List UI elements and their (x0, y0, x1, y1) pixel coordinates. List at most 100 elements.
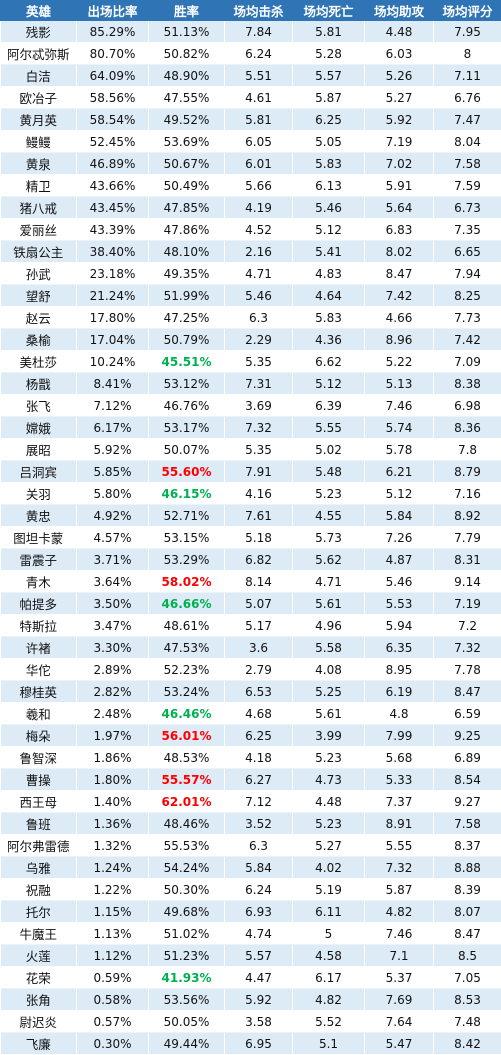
avg-deaths-cell: 6.17 (293, 967, 365, 989)
avg-kills-cell: 4.18 (225, 747, 293, 769)
hero-cell: 爱丽丝 (1, 219, 77, 241)
pick-rate-cell: 43.66% (77, 175, 149, 197)
avg-assists-cell: 5.92 (365, 109, 434, 131)
avg-score-cell: 7.47 (434, 109, 501, 131)
avg-kills-cell: 3.58 (225, 1011, 293, 1033)
avg-assists-cell: 4.48 (365, 21, 434, 43)
avg-score-cell: 7.48 (434, 1011, 501, 1033)
header-avg-score[interactable]: 场均评分 (434, 1, 501, 21)
header-pick-rate[interactable]: 出场比率 (77, 1, 149, 21)
avg-deaths-cell: 5.73 (293, 527, 365, 549)
pick-rate-cell: 1.32% (77, 835, 149, 857)
avg-kills-cell: 6.95 (225, 1033, 293, 1055)
win-rate-cell: 51.13% (149, 21, 225, 43)
pick-rate-cell: 1.97% (77, 725, 149, 747)
avg-score-cell: 8.47 (434, 681, 501, 703)
pick-rate-cell: 1.12% (77, 945, 149, 967)
header-hero[interactable]: 英雄 (1, 1, 77, 21)
avg-assists-cell: 5.37 (365, 967, 434, 989)
hero-cell: 托尔 (1, 901, 77, 923)
pick-rate-cell: 3.71% (77, 549, 149, 571)
avg-assists-cell: 7.42 (365, 285, 434, 307)
header-win-rate[interactable]: 胜率 (149, 1, 225, 21)
header-avg-kills[interactable]: 场均击杀 (225, 1, 293, 21)
pick-rate-cell: 7.12% (77, 395, 149, 417)
pick-rate-cell: 2.82% (77, 681, 149, 703)
avg-assists-cell: 5.74 (365, 417, 434, 439)
header-avg-deaths[interactable]: 场均死亡 (293, 1, 365, 21)
avg-deaths-cell: 4.96 (293, 615, 365, 637)
pick-rate-cell: 10.24% (77, 351, 149, 373)
header-avg-assists[interactable]: 场均助攻 (365, 1, 434, 21)
avg-score-cell: 7.16 (434, 483, 501, 505)
avg-kills-cell: 3.6 (225, 637, 293, 659)
avg-assists-cell: 7.32 (365, 857, 434, 879)
avg-score-cell: 8.88 (434, 857, 501, 879)
pick-rate-cell: 1.36% (77, 813, 149, 835)
avg-assists-cell: 8.96 (365, 329, 434, 351)
win-rate-cell: 50.30% (149, 879, 225, 901)
avg-assists-cell: 4.82 (365, 901, 434, 923)
hero-cell: 黄月英 (1, 109, 77, 131)
win-rate-cell: 46.76% (149, 395, 225, 417)
avg-assists-cell: 6.35 (365, 637, 434, 659)
avg-score-cell: 7.2 (434, 615, 501, 637)
avg-assists-cell: 7.26 (365, 527, 434, 549)
hero-cell: 尉迟炎 (1, 1011, 77, 1033)
avg-deaths-cell: 6.25 (293, 109, 365, 131)
pick-rate-cell: 80.70% (77, 43, 149, 65)
win-rate-cell: 48.53% (149, 747, 225, 769)
hero-cell: 鲁智深 (1, 747, 77, 769)
avg-kills-cell: 6.25 (225, 725, 293, 747)
avg-score-cell: 6.98 (434, 395, 501, 417)
avg-deaths-cell: 4.83 (293, 263, 365, 285)
win-rate-cell: 47.86% (149, 219, 225, 241)
avg-deaths-cell: 5.23 (293, 747, 365, 769)
avg-deaths-cell: 5.61 (293, 593, 365, 615)
pick-rate-cell: 1.86% (77, 747, 149, 769)
pick-rate-cell: 3.30% (77, 637, 149, 659)
avg-score-cell: 8.04 (434, 131, 501, 153)
avg-deaths-cell: 4.08 (293, 659, 365, 681)
avg-assists-cell: 5.84 (365, 505, 434, 527)
hero-cell: 黄忠 (1, 505, 77, 527)
avg-deaths-cell: 4.64 (293, 285, 365, 307)
avg-deaths-cell: 5.28 (293, 43, 365, 65)
pick-rate-cell: 85.29% (77, 21, 149, 43)
hero-cell: 鳗鳗 (1, 131, 77, 153)
pick-rate-cell: 58.54% (77, 109, 149, 131)
avg-deaths-cell: 5.81 (293, 21, 365, 43)
avg-kills-cell: 5.66 (225, 175, 293, 197)
avg-assists-cell: 5.68 (365, 747, 434, 769)
win-rate-cell: 51.23% (149, 945, 225, 967)
avg-assists-cell: 5.33 (365, 769, 434, 791)
avg-score-cell: 6.59 (434, 703, 501, 725)
avg-deaths-cell: 5.27 (293, 835, 365, 857)
hero-cell: 羲和 (1, 703, 77, 725)
pick-rate-cell: 8.41% (77, 373, 149, 395)
avg-assists-cell: 7.64 (365, 1011, 434, 1033)
avg-assists-cell: 7.99 (365, 725, 434, 747)
avg-score-cell: 8.25 (434, 285, 501, 307)
pick-rate-cell: 46.89% (77, 153, 149, 175)
avg-deaths-cell: 5.02 (293, 439, 365, 461)
avg-deaths-cell: 5.52 (293, 1011, 365, 1033)
avg-assists-cell: 7.02 (365, 153, 434, 175)
pick-rate-cell: 43.39% (77, 219, 149, 241)
